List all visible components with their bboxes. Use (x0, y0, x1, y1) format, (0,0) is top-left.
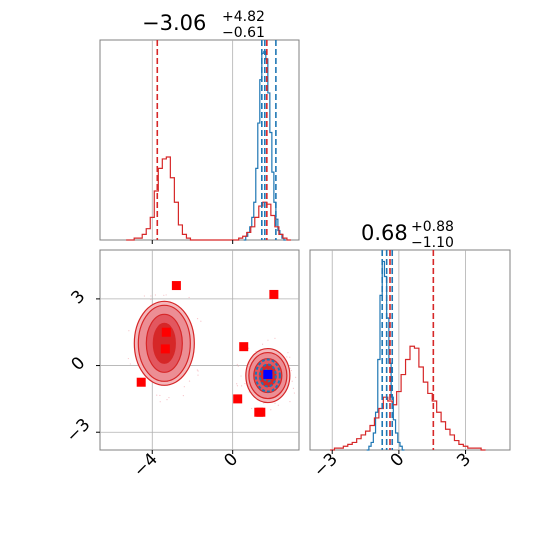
sample-point (128, 330, 130, 332)
sample-point (183, 386, 185, 388)
sample-point (274, 337, 276, 339)
sample-point (290, 369, 292, 372)
blue-square-marker (263, 369, 273, 379)
sample-point (248, 391, 250, 393)
sample-point (196, 318, 199, 320)
sample-point (159, 401, 161, 403)
sample-point (240, 375, 242, 377)
sample-point (143, 295, 146, 297)
joint-panel (99, 249, 300, 451)
sample-point (251, 407, 253, 410)
sample-point (289, 356, 291, 358)
sample-point (236, 385, 239, 387)
sample-point (127, 357, 129, 360)
param2-title: 0.68 +0.88 −1.10 (361, 219, 454, 251)
red-square-marker (160, 344, 170, 354)
sample-point (287, 352, 289, 354)
sample-point (270, 409, 272, 411)
param2-title-lower: −1.10 (411, 235, 454, 251)
param1-title-lower: −0.61 (222, 25, 265, 41)
sample-point (188, 380, 191, 382)
red-square-marker (171, 281, 181, 291)
sample-point (289, 400, 291, 403)
sample-point (267, 339, 269, 341)
red-square-marker (256, 407, 266, 417)
sample-point (295, 376, 297, 379)
sample-point (154, 294, 157, 296)
sample-point (166, 399, 168, 401)
sample-point (261, 343, 264, 345)
sample-point (200, 320, 202, 322)
sample-point (156, 394, 158, 396)
y-tick-label: −3 (63, 415, 95, 447)
param1-title: −3.06 +4.82 −0.61 (142, 9, 265, 41)
sample-point (129, 363, 131, 365)
sample-point (241, 385, 243, 387)
sample-point (150, 298, 152, 301)
sample-point (196, 369, 198, 371)
panel-frame (99, 39, 300, 241)
sample-point (159, 394, 161, 397)
sample-point (168, 396, 170, 399)
sample-point (163, 294, 165, 296)
x-tick-label: 3 (453, 449, 475, 471)
sample-point (293, 392, 296, 394)
sample-point (197, 374, 199, 376)
sample-point (247, 347, 250, 349)
param2-title-median: 0.68 (361, 221, 408, 245)
red-histogram-series (330, 345, 486, 451)
param1-title-median: −3.06 (142, 11, 206, 35)
param1-histogram-panel (99, 39, 300, 241)
sample-point (274, 402, 276, 404)
sample-point (188, 296, 190, 299)
sample-point (182, 395, 184, 397)
red-square-marker (239, 342, 249, 352)
y-tick-label: 3 (68, 286, 90, 308)
param1-title-upper: +4.82 (222, 9, 265, 25)
blue-contour-level (254, 358, 281, 393)
sample-point (236, 363, 238, 366)
sample-point (236, 383, 238, 385)
x-tick-label: −4 (130, 449, 162, 481)
sample-point (165, 294, 167, 296)
sample-point (237, 365, 239, 367)
sample-point (150, 295, 152, 297)
y-tick-label: 0 (68, 353, 90, 375)
sample-point (197, 370, 199, 372)
x-tick-label: 0 (387, 449, 409, 471)
sample-point (277, 404, 279, 406)
red-square-marker (269, 289, 279, 299)
param2-histogram-panel (309, 249, 511, 451)
sample-point (244, 383, 246, 385)
red-square-marker (233, 394, 243, 404)
sample-point (291, 380, 293, 382)
x-tick-label: 0 (220, 449, 242, 471)
red-square-marker (136, 377, 146, 387)
sample-point (292, 387, 295, 389)
blue-contour-level (258, 363, 277, 388)
x-tick-label: −3 (310, 449, 342, 481)
blue-histogram-series (366, 260, 405, 451)
param2-title-upper: +0.88 (411, 219, 454, 235)
sample-point (286, 356, 288, 358)
red-square-marker (161, 327, 171, 337)
